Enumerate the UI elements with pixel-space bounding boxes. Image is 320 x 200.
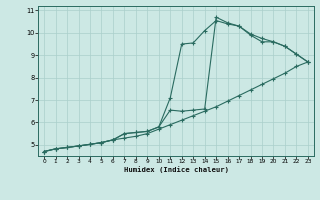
X-axis label: Humidex (Indice chaleur): Humidex (Indice chaleur) [124, 167, 228, 173]
